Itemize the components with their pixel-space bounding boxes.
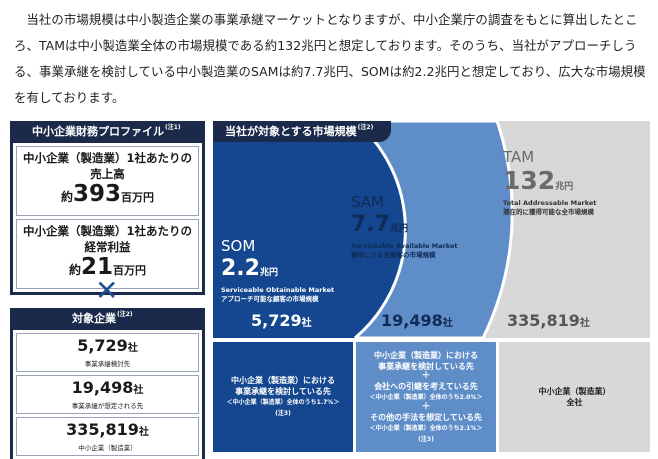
card-value: 約21百万円 xyxy=(68,254,147,280)
som-arc xyxy=(213,121,406,338)
som-count: 5,729社 xyxy=(251,311,312,330)
tam-value: 132兆円 xyxy=(503,166,574,195)
target-header-label: 対象企業 xyxy=(72,312,116,325)
profile-header-label: 中小企業財務プロファイル xyxy=(32,125,164,138)
sam-jp: 獲得しうる全顧客の市場規模 xyxy=(351,251,436,259)
som-en: Serviceable Obtainable Market xyxy=(221,286,335,294)
target-note: (注2) xyxy=(117,311,133,318)
sam-en: Serviceable Available Market xyxy=(351,242,458,250)
sam-count: 19,498社 xyxy=(381,311,453,330)
card-value: 約393百万円 xyxy=(60,181,155,207)
profile-box: 中小企業（製造業）1社あたりの 売上高 約393百万円 中小企業（製造業）1社あ… xyxy=(10,143,205,295)
profile-card-profit: 中小企業（製造業）1社あたりの 経常利益 約21百万円 xyxy=(16,219,199,289)
target-card-som: 5,729社 事業承継検討先 xyxy=(16,333,199,372)
profile-note: (注1) xyxy=(165,124,181,131)
target-card-sam: 19,498社 事業承継が想定される先 xyxy=(16,375,199,414)
multiply-icon: ✕ xyxy=(95,274,119,307)
market-circles xyxy=(213,121,514,338)
som-name: SOM xyxy=(221,237,256,255)
left-column: 中小企業財務プロファイル(注1) 中小企業（製造業）1社あたりの 売上高 約39… xyxy=(10,121,205,459)
tam-jp: 潜在的に獲得可能な全市場規模 xyxy=(503,208,594,216)
tam-name: TAM xyxy=(503,148,535,166)
som-arc-edge xyxy=(354,121,407,338)
tam-en: Total Addressable Market xyxy=(503,199,597,207)
market-size-diagram: 当社が対象とする市場規模(注2) TAM 132兆円 Total Address… xyxy=(213,121,650,452)
card-title: 経常利益 xyxy=(84,240,131,254)
som-value: 2.2兆円 xyxy=(221,256,278,281)
card-title: 売上高 xyxy=(90,167,125,181)
sam-value: 7.7兆円 xyxy=(351,212,408,237)
tam-description: 中小企業（製造業） 全社 xyxy=(499,342,650,452)
tam-count: 335,819社 xyxy=(507,311,590,330)
target-card-tam: 335,819社 中小企業（製造業） xyxy=(16,417,199,456)
sam-description: 中小企業（製造業）における 事業承継を検討している先 ＋ 会社への引継を考えてい… xyxy=(356,342,496,452)
som-jp: アプローチ可能な顧客の市場規模 xyxy=(221,295,319,303)
target-section: 対象企業(注2) 5,729社 事業承継検討先 19,498社 事業承継が想定さ… xyxy=(10,308,205,459)
card-title: 中小企業（製造業）1社あたりの xyxy=(23,224,192,238)
profile-header: 中小企業財務プロファイル(注1) xyxy=(10,121,205,143)
card-title: 中小企業（製造業）1社あたりの xyxy=(23,151,192,165)
som-description: 中小企業（製造業）における 事業承継を検討している先 ＜中小企業（製造業）全体の… xyxy=(213,342,353,452)
market-tag: 当社が対象とする市場規模(注2) xyxy=(213,121,392,142)
intro-paragraph: 当社の市場規模は中小製造企業の事業承継マーケットとなりますが、中小企業庁の調査を… xyxy=(14,12,646,105)
profile-card-sales: 中小企業（製造業）1社あたりの 売上高 約393百万円 xyxy=(16,146,199,216)
intro-text: 当社の市場規模は中小製造企業の事業承継マーケットとなりますが、中小企業庁の調査を… xyxy=(14,7,646,111)
sam-name: SAM xyxy=(351,193,385,211)
target-header: 対象企業(注2) xyxy=(10,308,205,330)
target-box: 5,729社 事業承継検討先 19,498社 事業承継が想定される先 335,8… xyxy=(10,330,205,459)
